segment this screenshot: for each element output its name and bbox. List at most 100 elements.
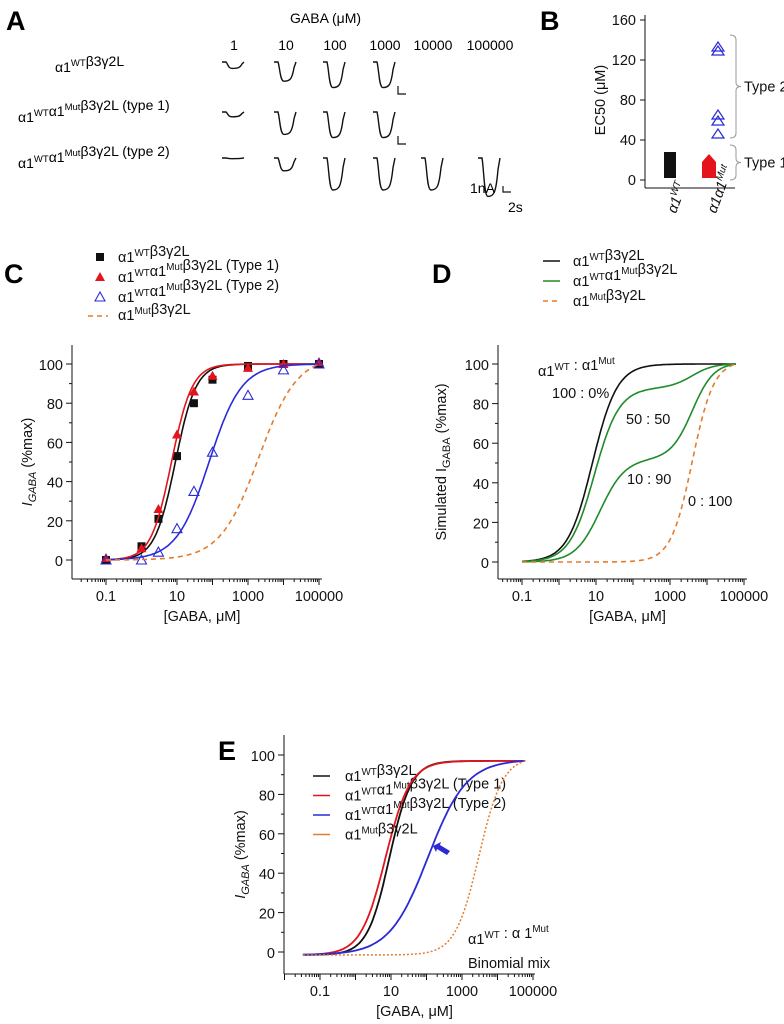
data-point	[207, 370, 218, 380]
text-segment: β3γ2L (Type 2)	[410, 796, 506, 812]
text-segment: α1	[55, 59, 71, 75]
x-tick-label: 1000	[654, 589, 686, 605]
text-segment: β3γ2L	[378, 822, 418, 838]
superscript: WT	[484, 930, 499, 941]
subscript: GABA	[441, 437, 453, 468]
simulated-curve	[522, 363, 737, 563]
text-segment: α1	[150, 284, 166, 300]
legend-label: α1WTα1Mutβ3γ2L (Type 1)	[118, 258, 279, 286]
x-axis-label: [GABA, μM]	[376, 1004, 453, 1020]
data-point	[242, 389, 254, 400]
simulated-curve	[522, 363, 736, 563]
superscript: WT	[554, 362, 569, 373]
text-segment: α1	[345, 789, 361, 805]
ratio-label: 50 : 50	[626, 412, 670, 428]
y-tick-label: 40	[473, 477, 489, 493]
y-tick-label: 20	[259, 907, 275, 923]
panel-label-c: C	[4, 259, 24, 289]
text-segment: β3γ2L (Type 2)	[183, 278, 279, 294]
x-axis-label: [GABA, μM]	[164, 609, 241, 625]
x-tick-label: 100000	[509, 984, 557, 1000]
text-segment: β3γ2L	[377, 763, 417, 779]
row-label: α1WTα1Mutβ3γ2L (type 2)	[18, 143, 170, 171]
x-tick-label: 0.1	[310, 984, 330, 1000]
category: α1WT	[663, 179, 691, 216]
superscript: WT	[668, 179, 684, 198]
superscript: WT	[361, 806, 376, 817]
ratio-header: α1WT : α1Mut	[538, 356, 615, 380]
scale-current-label: 1nA	[470, 180, 496, 196]
ec50-points-type1	[702, 154, 716, 178]
concentration-label: 100000	[467, 37, 514, 53]
text-segment: (%max)	[20, 418, 36, 472]
superscript: WT	[71, 58, 86, 69]
current-trace	[274, 61, 297, 82]
legend-label: α1WTα1Mutβ3γ2L (Type 1)	[345, 777, 506, 805]
superscript: Mut	[166, 282, 183, 293]
subscript: GABA	[240, 864, 252, 895]
superscript: Mut	[65, 102, 81, 113]
ec50-point-type2	[710, 114, 726, 126]
superscript: Mut	[598, 356, 615, 367]
current-trace	[323, 157, 346, 191]
text-segment: α1	[665, 195, 686, 216]
text-segment: α1	[538, 364, 554, 380]
ec50-y-axis-label: EC50 (μM)	[593, 65, 609, 135]
superscript: WT	[589, 272, 604, 283]
arrow-icon	[433, 842, 450, 855]
x-category-label: α1WT	[663, 179, 691, 216]
text-segment: α1	[345, 769, 361, 785]
superscript: Mut	[714, 162, 730, 182]
text-segment: β3γ2L	[605, 248, 645, 264]
concentration-label: 10000	[414, 37, 453, 53]
text-segment: α1	[377, 802, 393, 818]
ec50-y-axis-label-text: EC50 (μM)	[593, 65, 609, 135]
superscript: Mut	[393, 800, 410, 811]
data-point	[171, 522, 183, 534]
text-segment: α1	[118, 290, 134, 306]
superscript: WT	[134, 288, 149, 299]
group-label: Type 1	[744, 156, 784, 172]
y-tick-label: 80	[473, 398, 489, 414]
x-tick-label: 1000	[446, 984, 478, 1000]
text-segment: α1	[377, 783, 393, 799]
y-axis-label: Simulated IGABA (%max)	[434, 383, 453, 540]
concentration-label: 100	[323, 37, 347, 53]
y-tick-label: 60	[47, 436, 63, 452]
legend-label: α1WTβ3γ2L	[118, 244, 190, 266]
text-segment: β3γ2L	[606, 288, 646, 304]
y-axis-label: IGABA (%max)	[20, 418, 39, 507]
current-trace	[373, 61, 396, 89]
scale-time-label: 2s	[508, 199, 523, 215]
superscript: Mut	[166, 262, 183, 273]
text-segment: (%max)	[434, 383, 450, 437]
superscript: WT	[361, 787, 376, 798]
text-segment: α1	[345, 828, 361, 844]
text-segment: α1	[49, 149, 65, 165]
x-tick-label: 10	[169, 589, 185, 605]
y-tick-label: 20	[473, 516, 489, 532]
current-trace	[373, 111, 396, 139]
data-point	[188, 386, 199, 396]
y-tick-label: 40	[259, 867, 275, 883]
current-trace	[478, 157, 501, 198]
text-segment: I	[233, 895, 249, 899]
group-bracket	[729, 34, 742, 139]
y-tick-label: 120	[612, 53, 636, 69]
fit-curve	[105, 363, 319, 561]
ec50-points-wt	[664, 152, 676, 178]
y-tick-label: 40	[47, 476, 63, 492]
legend-label: α1WTα1Mutβ3γ2L	[573, 262, 677, 290]
text-segment: α1	[573, 294, 589, 310]
superscript: Mut	[589, 292, 606, 303]
text-segment: β3γ2L	[638, 262, 678, 278]
fit-curve	[106, 363, 320, 561]
ratio-label: 0 : 100	[688, 494, 732, 510]
text-segment: Simulated I	[434, 468, 450, 541]
superscript: WT	[589, 252, 604, 263]
panel-label-b: B	[540, 6, 560, 36]
superscript: WT	[34, 154, 49, 165]
current-trace	[222, 157, 245, 160]
ec50-point-type2	[710, 44, 726, 56]
